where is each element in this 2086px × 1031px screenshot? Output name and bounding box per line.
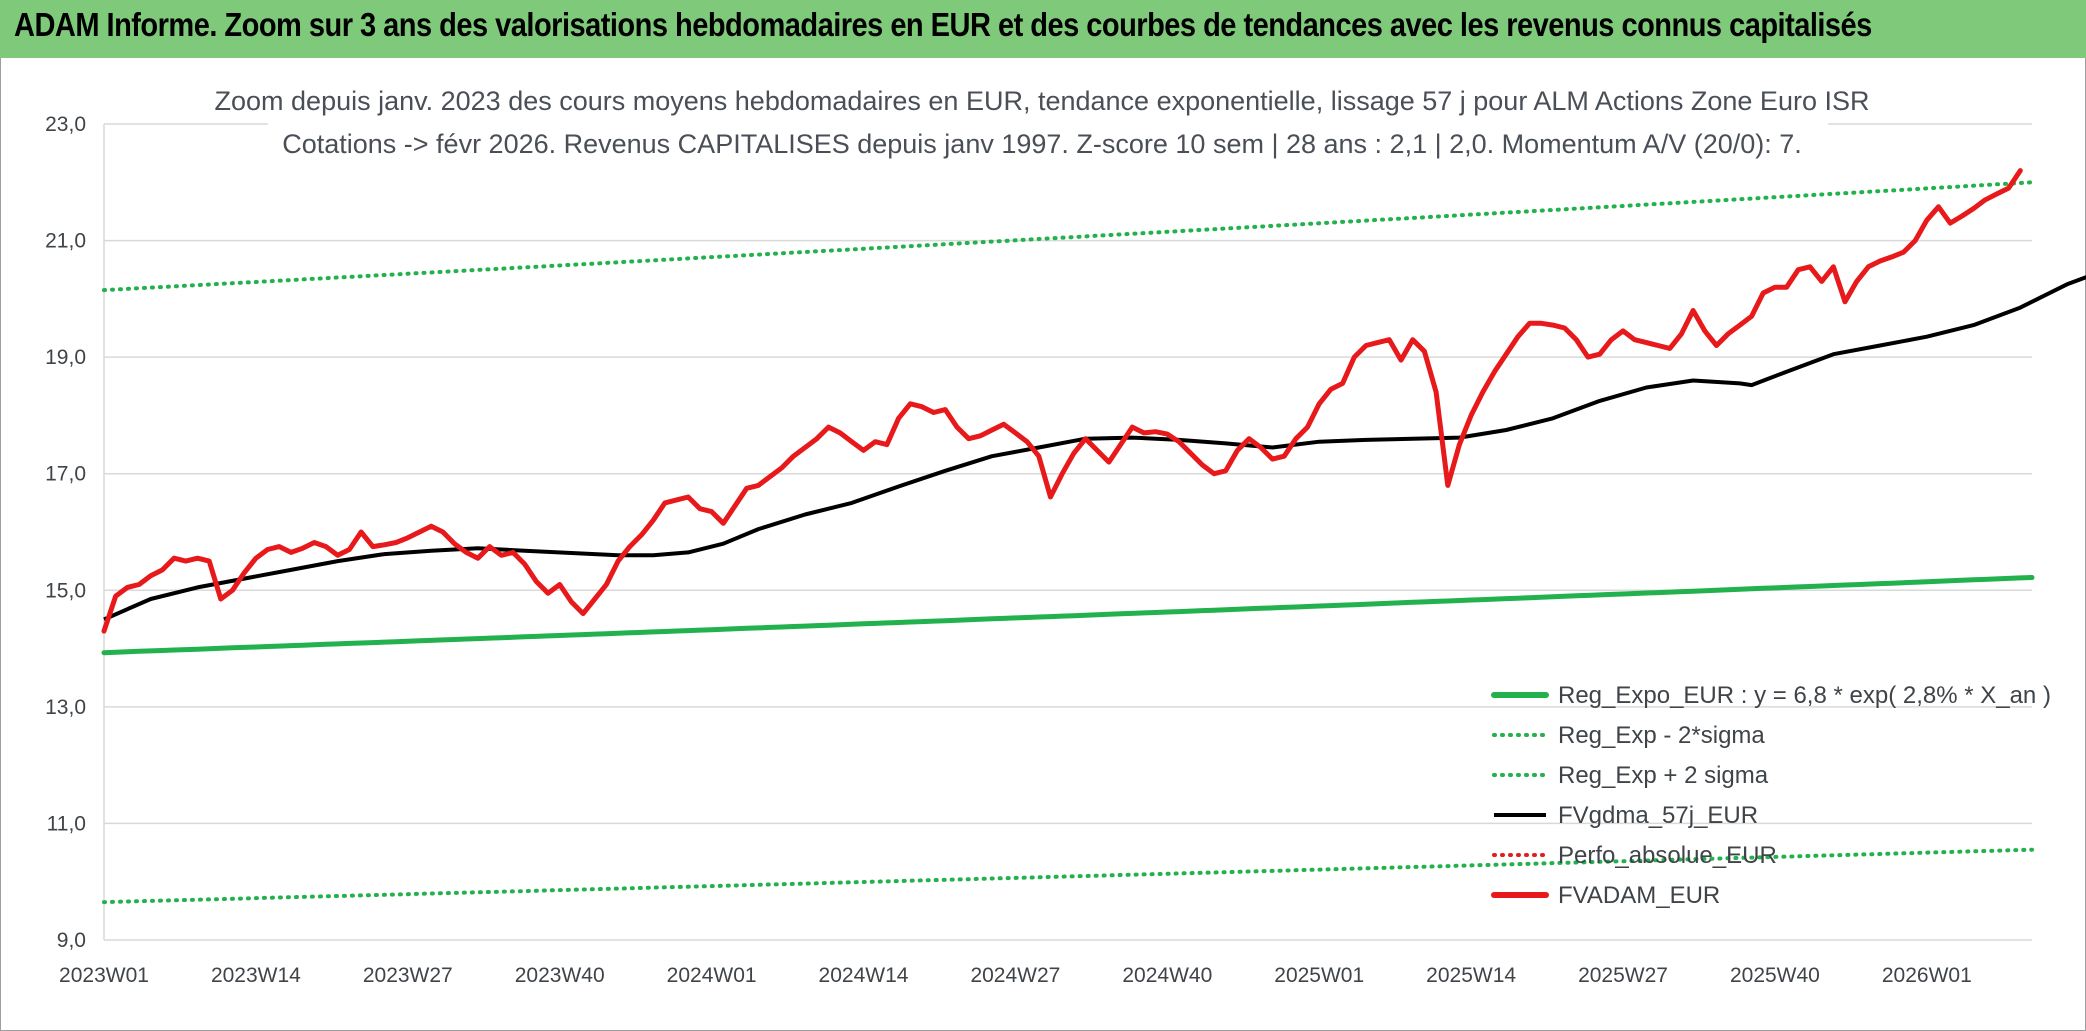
x-tick-label: 2024W40: [1122, 964, 1212, 987]
series-fvgdma-57j: [103, 275, 2086, 622]
chart-subtitle-line1: Zoom depuis janv. 2023 des cours moyens …: [215, 86, 1870, 116]
legend-item-reg-expo-label: Reg_Expo_EUR : y = 6,8 * exp( 2,8% * X_a…: [1558, 682, 2051, 709]
x-tick-label: 2023W01: [59, 964, 149, 987]
y-tick-label: 11,0: [47, 812, 86, 835]
chart-legend: Reg_Expo_EUR : y = 6,8 * exp( 2,8% * X_a…: [1491, 682, 2051, 909]
y-axis-ticks: 9,0 11,0 13,0 15,0 17,0 19,0 21,0 23,0: [45, 113, 86, 952]
y-tick-label: 21,0: [45, 230, 86, 253]
series-fvadam: [101, 168, 2023, 634]
series-reg-minus-2sigma: [102, 847, 2034, 905]
x-axis-ticks: 2023W01 2023W14 2023W27 2023W40 2024W01 2024W…: [59, 964, 1972, 987]
x-tick-label: 2023W40: [515, 964, 605, 987]
x-tick-label: 2024W01: [667, 964, 757, 987]
x-tick-label: 2025W27: [1578, 964, 1668, 987]
series-reg-plus-2sigma: [102, 180, 2034, 293]
legend-item-reg-plus-2sigma-label: Reg_Exp + 2 sigma: [1558, 762, 1769, 789]
x-tick-label: 2026W01: [1882, 964, 1972, 987]
y-tick-label: 13,0: [45, 696, 86, 719]
legend-item-fvadam-label: FVADAM_EUR: [1558, 882, 1720, 909]
x-tick-label: 2024W27: [970, 964, 1060, 987]
page-title: ADAM Informe. Zoom sur 3 ans des valoris…: [14, 6, 1872, 43]
x-tick-label: 2025W40: [1730, 964, 1820, 987]
x-tick-label: 2025W14: [1426, 964, 1516, 987]
legend-item-reg-minus-2sigma-label: Reg_Exp - 2*sigma: [1558, 722, 1765, 749]
x-tick-label: 2023W27: [363, 964, 453, 987]
legend-item-perfo-absolue-label: Perfo_absolue_EUR: [1558, 842, 1777, 869]
y-tick-label: 17,0: [45, 463, 86, 486]
y-tick-label: 19,0: [45, 346, 86, 369]
chart-subtitle-line2: Cotations -> févr 2026. Revenus CAPITALI…: [282, 129, 1802, 159]
legend-item-fvgdma-label: FVgdma_57j_EUR: [1558, 802, 1758, 829]
x-tick-label: 2024W14: [819, 964, 909, 987]
header-bar: ADAM Informe. Zoom sur 3 ans des valoris…: [0, 0, 2086, 58]
x-tick-label: 2023W14: [211, 964, 301, 987]
chart-series: [101, 168, 2086, 905]
x-tick-label: 2025W01: [1274, 964, 1364, 987]
y-tick-label: 23,0: [45, 113, 86, 136]
subtitle-background: [268, 78, 1828, 168]
series-reg-expo: [101, 575, 2035, 656]
y-tick-label: 9,0: [57, 929, 86, 952]
y-tick-label: 15,0: [45, 579, 86, 602]
